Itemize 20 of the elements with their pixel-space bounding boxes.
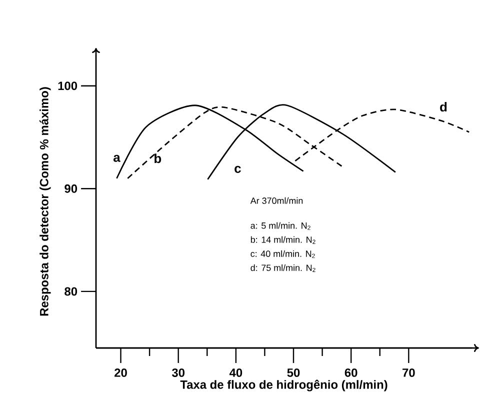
- x-tick-label: 30: [172, 368, 184, 377]
- x-axis-title: Taxa de fluxo de hidrogênio (ml/min): [180, 380, 388, 392]
- annotation: Ar 370ml/min: [250, 197, 303, 204]
- y-tick-label: 100: [58, 82, 78, 90]
- x-tick-label: 60: [344, 368, 358, 377]
- annotation: b: 14 ml/min. N$_{2}$: [250, 236, 316, 244]
- x-tick-label: 50: [287, 368, 300, 377]
- y-tick-label: 90: [64, 184, 78, 193]
- x-tick-label: 20: [114, 368, 127, 377]
- series-label: d: [440, 102, 447, 112]
- series-label: a: [114, 154, 120, 162]
- annotation: d: 75 ml/min. N$_{2}$: [250, 264, 316, 272]
- series-label: c: [234, 166, 241, 173]
- y-tick-label: 80: [64, 287, 78, 296]
- annotation: a: 5 ml/min. N$_{2}$: [250, 222, 310, 230]
- series-label: b: [154, 154, 162, 164]
- y-axis-title: Resposta do detector (Como % máximo): [40, 87, 51, 316]
- x-tick-label: 70: [402, 368, 415, 377]
- x-tick-label: 40: [229, 368, 242, 377]
- annotation: c: 40 ml/min. N$_{2}$: [250, 250, 315, 258]
